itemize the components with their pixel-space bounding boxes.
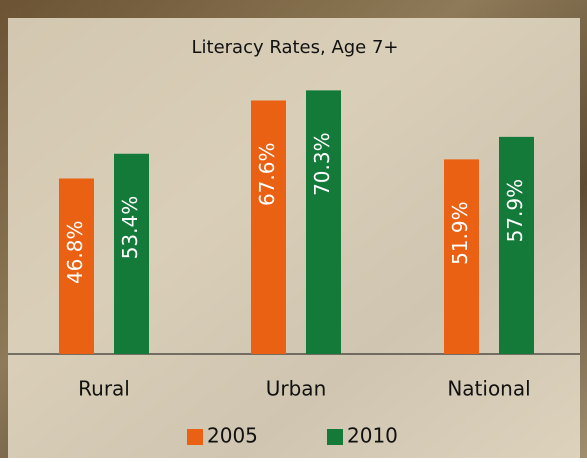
value-label: 53.4% xyxy=(118,196,142,260)
legend-swatch xyxy=(187,429,203,445)
chart-title: Literacy Rates, Age 7+ xyxy=(191,37,398,58)
value-label: 51.9% xyxy=(448,201,472,265)
value-label: 67.6% xyxy=(255,143,279,207)
bar xyxy=(114,153,149,354)
value-label: 57.9% xyxy=(503,179,527,243)
x-tick-label: Urban xyxy=(266,377,327,401)
bar xyxy=(251,100,286,354)
legend-swatch xyxy=(327,429,343,445)
value-label: 46.8% xyxy=(63,221,87,285)
x-tick-label: National xyxy=(447,377,530,401)
bar xyxy=(306,90,341,354)
bar xyxy=(59,178,94,354)
legend-label: 2005 xyxy=(207,424,258,448)
value-label: 70.3% xyxy=(310,132,334,196)
bar xyxy=(499,136,534,354)
x-tick-label: Rural xyxy=(78,377,130,401)
chart-panel xyxy=(8,18,580,458)
bar xyxy=(444,159,479,354)
legend-label: 2010 xyxy=(347,424,398,448)
